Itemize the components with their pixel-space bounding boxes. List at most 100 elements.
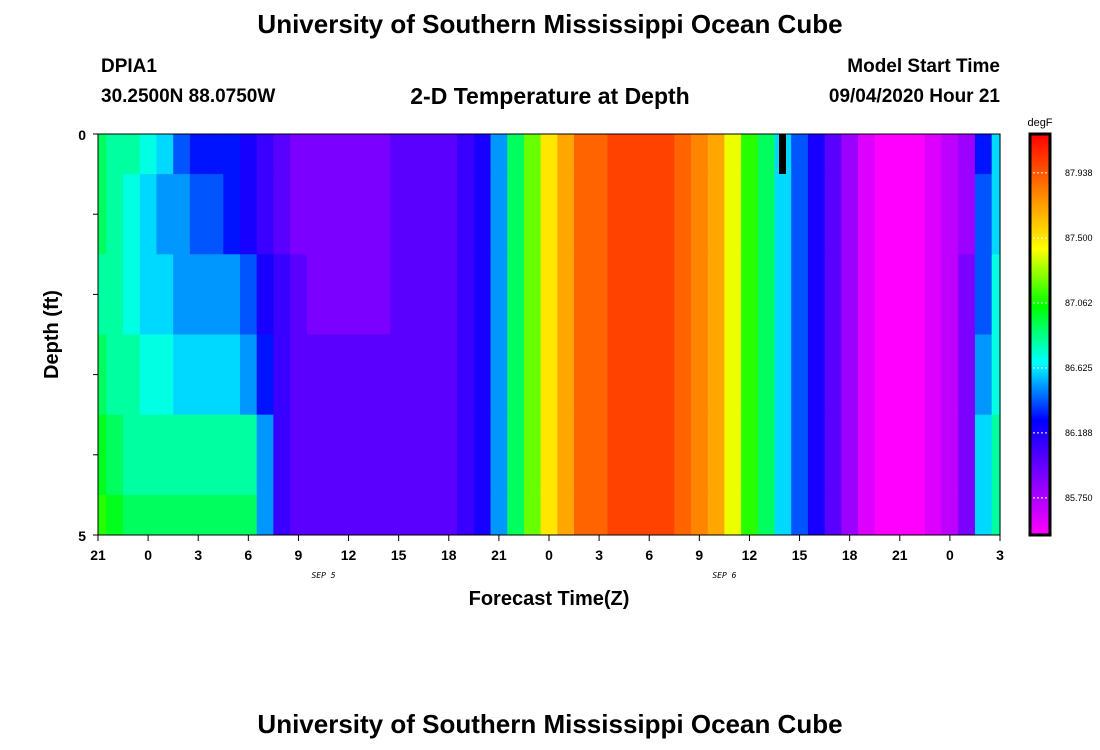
heatmap-cell [390,494,408,536]
heatmap-cell [189,254,208,335]
heatmap-cell [858,134,876,175]
heatmap-cell [173,414,191,496]
heatmap-cell [741,254,759,335]
heatmap-cell [290,494,308,536]
x-axis-label: Forecast Time(Z) [469,588,630,610]
heatmap-cell [590,254,609,335]
heatmap-cell [256,254,274,335]
heatmap-cell [340,414,358,496]
heatmap-cell [874,174,893,255]
heatmap-cell [574,254,592,335]
heatmap-cell [774,334,792,416]
heatmap-cell [690,134,709,175]
heatmap-cell [173,174,191,255]
heatmap-cell [523,254,542,335]
heatmap-cell [273,134,291,175]
model-start-label: Model Start Time [847,56,1000,77]
heatmap-cell [674,494,692,536]
heatmap-cell [807,334,826,416]
heatmap-cell [891,494,909,536]
heatmap-cell [991,134,1001,175]
x-tick-label: 15 [792,547,808,563]
heatmap-cell [123,174,141,255]
heatmap-cell [757,254,776,335]
heatmap-cell [757,494,776,536]
heatmap-cell [741,494,759,536]
heatmap-cell [741,334,759,416]
heatmap-cell [273,254,291,335]
heatmap-cell [206,254,224,335]
heatmap-cell [356,494,375,536]
heatmap-cell [440,334,458,416]
heatmap-cell [724,494,742,536]
heatmap-cell [974,494,993,536]
heatmap-cell [473,174,492,255]
heatmap-cells [98,134,1001,536]
y-tick-label: 0 [78,127,86,143]
heatmap-cell [490,334,508,416]
heatmap-cell [98,254,107,335]
heatmap-cell [256,494,274,536]
colorbar-tick-label: 85.750 [1065,493,1093,503]
heatmap-cell [858,254,876,335]
heatmap-cell [323,174,341,255]
heatmap-cell [991,334,1001,416]
heatmap-cell [423,254,442,335]
date-label: SEP 6 [712,571,736,580]
heatmap-cell [373,134,391,175]
heatmap-cell [741,134,759,175]
heatmap-cell [858,334,876,416]
heatmap-cell [941,134,959,175]
heatmap-cell [757,334,776,416]
heatmap-cell [206,334,224,416]
heatmap-cell [156,494,174,536]
colorbar-tick-label: 87.062 [1065,298,1093,308]
heatmap-cell [156,134,174,175]
heatmap-cell [924,494,943,536]
heatmap-cell [891,254,909,335]
heatmap-cell [473,494,492,536]
x-tick-label: 12 [742,547,758,563]
heatmap-cell [774,494,792,536]
heatmap-cell [590,494,609,536]
station-coordinates: 30.2500N 88.0750W [101,86,276,107]
heatmap-cell [791,494,809,536]
chart-subtitle: 2-D Temperature at Depth [410,83,690,109]
heatmap-cell [974,134,993,175]
heatmap-cell [540,334,558,416]
heatmap-cell [574,414,592,496]
heatmap-cell [991,494,1001,536]
heatmap-cell [841,334,859,416]
heatmap-cell [139,134,158,175]
heatmap-cell [607,134,625,175]
heatmap-cell [156,334,174,416]
heatmap-cell [123,134,141,175]
heatmap-cell [557,134,575,175]
heatmap-cell [290,254,308,335]
heatmap-cell [974,414,993,496]
heatmap-cell [273,334,291,416]
heatmap-cell [791,414,809,496]
heatmap-cell [707,334,725,416]
heatmap-cell [273,414,291,496]
heatmap-cell [507,414,525,496]
heatmap-cell [908,254,926,335]
heatmap-cell [908,134,926,175]
x-tick-label: 6 [645,547,653,563]
heatmap-cell [607,334,625,416]
heatmap-cell [991,254,1001,335]
heatmap-cell [640,254,659,335]
chart-title: University of Southern Mississippi Ocean… [257,9,843,39]
heatmap-cell [507,334,525,416]
heatmap-cell [156,254,174,335]
heatmap-cell [858,494,876,536]
heatmap-cell [473,254,492,335]
heatmap-cell [457,254,475,335]
heatmap-cell [407,334,425,416]
heatmap-cell [106,334,124,416]
heatmap-cell [423,414,442,496]
heatmap-cell [557,414,575,496]
heatmap-cell [874,254,893,335]
station-id: DPIA1 [101,56,157,77]
heatmap-cell [941,254,959,335]
